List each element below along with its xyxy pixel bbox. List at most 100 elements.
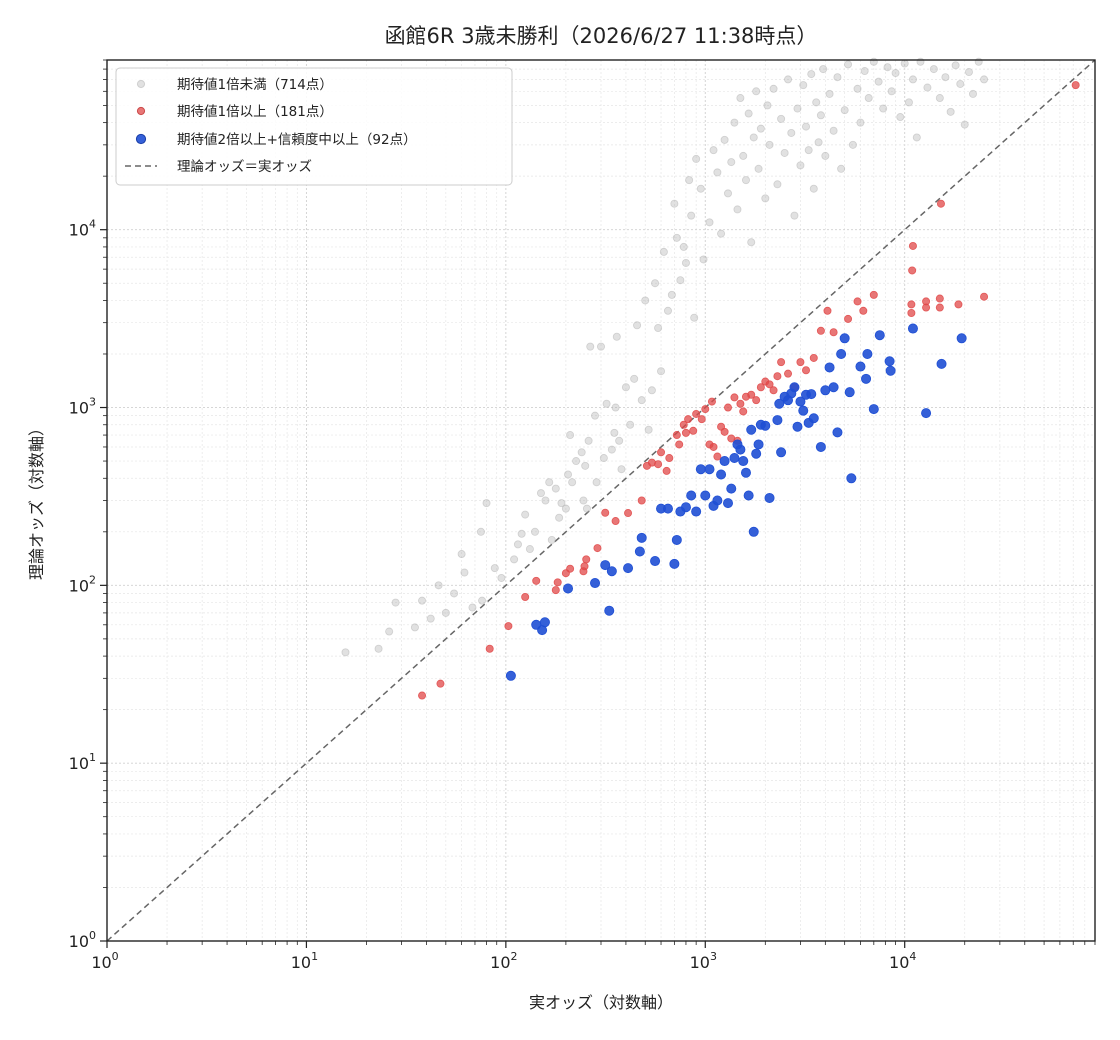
point-above-1x xyxy=(521,592,530,601)
point-below-1x xyxy=(551,484,560,493)
point-below-1x xyxy=(853,84,862,93)
point-above-1x xyxy=(679,420,688,429)
point-below-1x xyxy=(856,118,865,127)
point-below-1x xyxy=(426,614,435,623)
point-above-1x xyxy=(675,440,684,449)
point-below-1x xyxy=(450,589,459,598)
point-above-1x xyxy=(739,407,748,416)
point-below-1x xyxy=(796,161,805,170)
point-below-1x xyxy=(964,68,973,77)
point-above-1x xyxy=(935,303,944,312)
point-below-1x xyxy=(887,87,896,96)
point-above-1x xyxy=(601,508,610,517)
point-above-1x xyxy=(908,266,917,275)
point-above-2x-confident xyxy=(844,387,855,398)
point-below-1x xyxy=(597,342,606,351)
point-below-1x xyxy=(705,218,714,227)
point-above-2x-confident xyxy=(907,323,918,334)
point-below-1x xyxy=(644,425,653,434)
point-above-1x xyxy=(665,454,674,463)
y-tick-label: 104 xyxy=(69,218,96,240)
legend-marker-below-1x xyxy=(136,79,146,89)
point-above-1x xyxy=(551,586,560,595)
point-above-1x xyxy=(637,496,646,505)
point-below-1x xyxy=(837,164,846,173)
point-below-1x xyxy=(659,247,668,256)
point-below-1x xyxy=(599,454,608,463)
point-below-1x xyxy=(637,396,646,405)
point-above-1x xyxy=(582,555,591,564)
point-above-2x-confident xyxy=(836,348,847,359)
point-below-1x xyxy=(615,436,624,445)
point-above-2x-confident xyxy=(604,605,615,616)
point-above-1x xyxy=(713,452,722,461)
point-above-1x xyxy=(773,372,782,381)
point-above-1x xyxy=(853,297,862,306)
point-above-1x xyxy=(701,405,710,414)
point-below-1x xyxy=(545,478,554,487)
legend-label-below-1x: 期待値1倍未満（714点） xyxy=(177,77,333,93)
point-above-2x-confident xyxy=(662,503,673,514)
point-below-1x xyxy=(744,109,753,118)
point-above-2x-confident xyxy=(600,560,611,571)
point-below-1x xyxy=(900,59,909,68)
point-above-1x xyxy=(784,369,793,378)
point-below-1x xyxy=(568,478,577,487)
point-below-1x xyxy=(784,75,793,84)
point-below-1x xyxy=(908,75,917,84)
point-below-1x xyxy=(510,555,519,564)
y-tick-label: 101 xyxy=(69,751,96,773)
point-below-1x xyxy=(561,504,570,513)
point-below-1x xyxy=(612,332,621,341)
point-below-1x xyxy=(739,151,748,160)
point-below-1x xyxy=(341,648,350,657)
point-below-1x xyxy=(749,133,758,142)
point-below-1x xyxy=(787,128,796,137)
point-above-1x xyxy=(736,399,745,408)
point-below-1x xyxy=(717,229,726,238)
point-above-2x-confident xyxy=(815,441,826,452)
point-above-1x xyxy=(485,644,494,653)
point-above-2x-confident xyxy=(671,534,682,545)
point-above-1x xyxy=(692,409,701,418)
point-below-1x xyxy=(564,470,573,479)
point-above-2x-confident xyxy=(743,490,754,501)
point-above-2x-confident xyxy=(704,464,715,475)
point-below-1x xyxy=(672,233,681,242)
point-above-2x-confident xyxy=(606,566,617,577)
point-above-1x xyxy=(935,294,944,303)
point-below-1x xyxy=(572,457,581,466)
point-below-1x xyxy=(434,581,443,590)
point-below-1x xyxy=(517,529,526,538)
point-below-1x xyxy=(410,623,419,632)
x-tick-label: 104 xyxy=(889,950,916,972)
point-above-1x xyxy=(720,427,729,436)
y-axis-label: 理論オッズ（対数軸） xyxy=(27,420,46,580)
point-below-1x xyxy=(687,211,696,220)
point-below-1x xyxy=(869,57,878,66)
point-above-2x-confident xyxy=(634,546,645,557)
point-above-2x-confident xyxy=(868,404,879,415)
point-above-1x xyxy=(816,326,825,335)
point-below-1x xyxy=(581,461,590,470)
point-below-1x xyxy=(946,107,955,116)
point-below-1x xyxy=(904,98,913,107)
point-above-2x-confident xyxy=(716,469,727,480)
point-below-1x xyxy=(577,448,586,457)
point-below-1x xyxy=(814,138,823,147)
point-below-1x xyxy=(891,69,900,78)
point-above-1x xyxy=(672,431,681,440)
point-above-2x-confident xyxy=(774,398,785,409)
point-below-1x xyxy=(756,124,765,133)
point-above-2x-confident xyxy=(772,415,783,426)
point-below-1x xyxy=(667,290,676,299)
y-tick-label: 103 xyxy=(69,396,96,418)
point-above-2x-confident xyxy=(764,492,775,503)
point-below-1x xyxy=(657,367,666,376)
point-below-1x xyxy=(497,573,506,582)
point-below-1x xyxy=(821,151,830,160)
x-axis-label: 実オッズ（対数軸） xyxy=(529,993,673,1012)
point-below-1x xyxy=(980,75,989,84)
point-below-1x xyxy=(974,57,983,66)
point-below-1x xyxy=(630,374,639,383)
